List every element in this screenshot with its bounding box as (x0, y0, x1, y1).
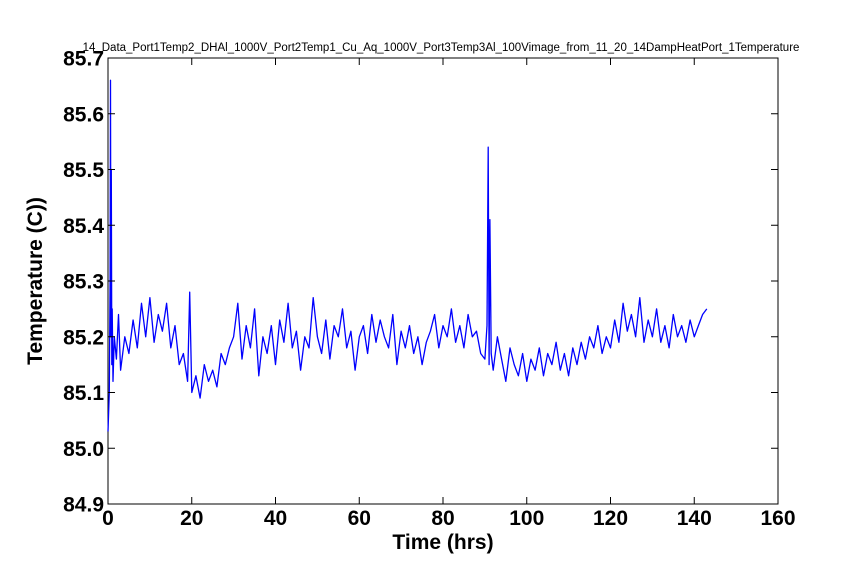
series-layer (107, 79, 708, 432)
y-tick-label: 85.6 (63, 103, 104, 126)
x-tick-label: 140 (677, 507, 712, 530)
x-axis-label: Time (hrs) (392, 531, 493, 554)
x-tick-label: 100 (509, 507, 544, 530)
x-tick-label: 20 (180, 507, 203, 530)
y-tick-label: 84.9 (63, 494, 104, 517)
y-tick-label: 85.1 (63, 382, 104, 405)
ticks-layer: 0 20 40 60 80 100 120 140 160 84.9 85.0 85.1 85.2 85.… (63, 48, 795, 531)
y-tick-label: 85.2 (63, 326, 104, 349)
y-tick-label: 85.5 (63, 159, 104, 182)
x-tick-label: 80 (431, 507, 454, 530)
y-tick-label: 85.4 (63, 215, 104, 238)
y-tick-label: 85.0 (63, 438, 104, 461)
y-tick-label: 85.3 (63, 271, 104, 294)
x-tick-label: 0 (102, 507, 114, 530)
plot-area (107, 57, 779, 505)
y-axis-label: Temperature (C)) (24, 197, 47, 365)
x-tick-label: 160 (760, 507, 795, 530)
x-tick-label: 120 (593, 507, 628, 530)
x-tick-label: 40 (264, 507, 287, 530)
x-tick-label: 60 (348, 507, 371, 530)
temperature-series-line (107, 79, 708, 432)
y-tick-label: 85.7 (63, 48, 104, 71)
chart-title: 14_Data_Port1Temp2_DHAl_1000V_Port2Temp1… (83, 42, 800, 54)
